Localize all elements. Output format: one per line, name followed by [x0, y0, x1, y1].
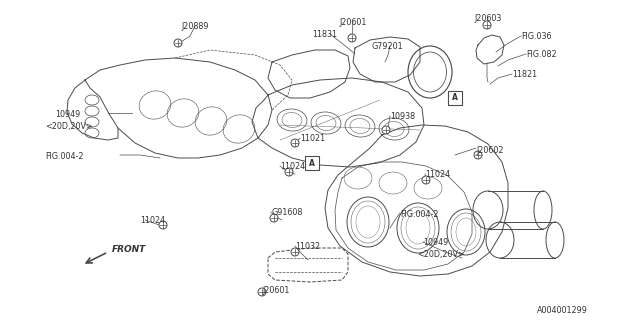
Circle shape: [285, 168, 293, 176]
Text: FIG.004-2: FIG.004-2: [400, 210, 438, 219]
Text: 11021: 11021: [300, 134, 325, 143]
Circle shape: [159, 221, 167, 229]
Text: FIG.004-2: FIG.004-2: [45, 152, 83, 161]
Text: 11032: 11032: [295, 242, 320, 251]
Text: A: A: [309, 158, 315, 167]
Circle shape: [270, 214, 278, 222]
Text: 11024: 11024: [140, 216, 165, 225]
FancyBboxPatch shape: [305, 156, 319, 170]
Circle shape: [474, 151, 482, 159]
Text: 11024: 11024: [280, 162, 305, 171]
Circle shape: [291, 139, 299, 147]
Circle shape: [291, 248, 299, 256]
Circle shape: [348, 34, 356, 42]
Text: 10938: 10938: [390, 112, 415, 121]
Text: 11821: 11821: [512, 70, 537, 79]
Text: FRONT: FRONT: [112, 245, 147, 254]
Text: G91608: G91608: [271, 208, 302, 217]
Text: A004001299: A004001299: [537, 306, 588, 315]
FancyBboxPatch shape: [448, 91, 462, 105]
Text: 11831: 11831: [312, 30, 337, 39]
Circle shape: [422, 176, 430, 184]
Text: FIG.082: FIG.082: [526, 50, 557, 59]
Circle shape: [382, 126, 390, 134]
Text: FIG.036: FIG.036: [521, 32, 552, 41]
Text: <20D,20V>: <20D,20V>: [45, 122, 93, 131]
Text: 10949: 10949: [55, 110, 80, 119]
Text: 11024: 11024: [425, 170, 450, 179]
Circle shape: [258, 288, 266, 296]
Text: J20601: J20601: [262, 286, 289, 295]
Text: J20602: J20602: [476, 146, 504, 155]
Text: J20603: J20603: [474, 14, 502, 23]
Text: 10949: 10949: [423, 238, 448, 247]
Text: A: A: [452, 93, 458, 102]
Text: J20601: J20601: [339, 18, 367, 27]
Text: J20889: J20889: [181, 22, 209, 31]
Circle shape: [174, 39, 182, 47]
Circle shape: [483, 21, 491, 29]
Text: G79201: G79201: [371, 42, 403, 51]
Text: <20D,20V>: <20D,20V>: [417, 250, 465, 259]
